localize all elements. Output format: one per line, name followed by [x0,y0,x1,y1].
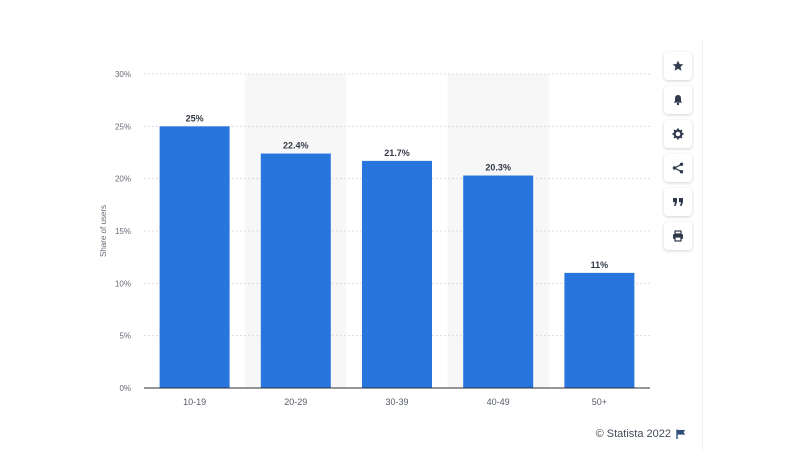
bar [362,160,432,388]
bar [260,153,331,388]
y-tick-label: 5% [119,332,131,341]
quote-icon [673,198,683,206]
print-button[interactable] [664,222,692,250]
data-label: 11% [591,260,609,270]
settings-button[interactable] [664,120,692,148]
share-button[interactable] [664,154,692,182]
data-label: 20.3% [485,163,511,173]
chart-toolbar [664,52,692,256]
favorite-button[interactable] [664,52,692,80]
notification-button[interactable] [664,86,692,114]
panel-divider [702,40,703,450]
data-label: 21.7% [384,148,410,158]
y-tick-label: 20% [115,175,131,184]
bar [159,126,230,388]
bar [463,175,534,388]
x-tick-label: 30-39 [385,397,408,407]
y-tick-label: 25% [115,122,131,131]
x-tick-label: 20-29 [284,397,307,407]
x-tick-label: 40-49 [487,397,510,407]
y-axis-title: Share of users [99,205,108,257]
star-icon [672,60,684,71]
data-label: 22.4% [283,141,309,151]
y-tick-label: 30% [115,70,131,79]
data-label: 25% [186,113,204,123]
cite-button[interactable] [664,188,692,216]
x-tick-label: 50+ [592,397,607,407]
credit-text: © Statista 2022 [595,428,671,440]
x-tick-label: 10-19 [183,397,206,407]
source-credit[interactable]: © Statista 2022 [596,428,686,440]
y-tick-label: 10% [115,279,131,288]
y-tick-label: 0% [119,384,131,393]
share-icon [672,162,684,174]
bell-icon [673,95,683,106]
y-tick-label: 15% [115,227,131,236]
gear-icon [672,128,684,140]
print-icon [673,230,683,242]
bar [564,272,635,388]
flag-icon [676,429,686,439]
